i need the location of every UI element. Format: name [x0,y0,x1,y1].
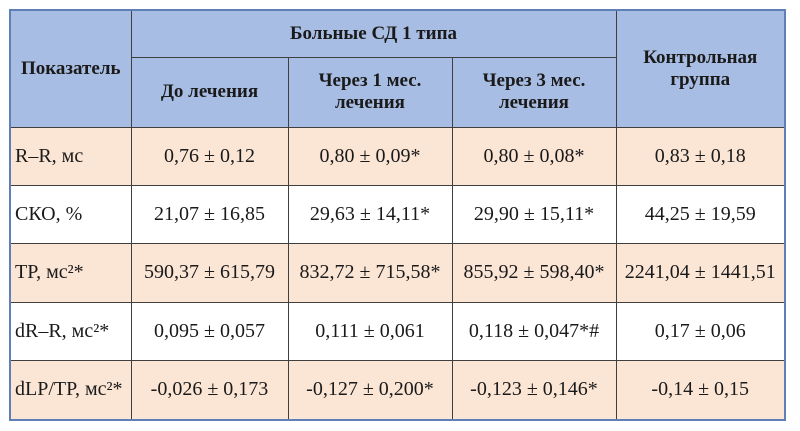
row-label: R–R, мс [9,126,132,186]
cell-month1: 0,111 ± 0,061 [287,301,453,361]
cell-before: 0,76 ± 0,12 [130,126,289,186]
cell-control: 0,17 ± 0,06 [615,301,786,361]
cell-month3: 29,90 ± 15,11* [451,184,617,245]
table-row: СКО, % 21,07 ± 16,85 29,63 ± 14,11* 29,9… [9,184,786,245]
cell-control: 44,25 ± 19,59 [615,184,786,245]
table-frame: Показатель Больные СД 1 типа Контрольная… [9,9,786,421]
cell-month3: -0,123 ± 0,146* [451,359,617,421]
cell-before: 590,37 ± 615,79 [130,243,289,303]
header-before: До лечения [130,56,289,128]
cell-before: 0,095 ± 0,057 [130,301,289,361]
table-row: TP, мс²* 590,37 ± 615,79 832,72 ± 715,58… [9,243,786,303]
table-row: dR–R, мс²* 0,095 ± 0,057 0,111 ± 0,061 0… [9,301,786,361]
row-label: СКО, % [9,184,132,245]
cell-month3: 0,118 ± 0,047*# [451,301,617,361]
cell-before: 21,07 ± 16,85 [130,184,289,245]
header-group: Больные СД 1 типа [130,9,617,58]
table-row: dLP/TP, мс²* -0,026 ± 0,173 -0,127 ± 0,2… [9,359,786,421]
cell-month1: 29,63 ± 14,11* [287,184,453,245]
row-label: TP, мс²* [9,243,132,303]
cell-control: 2241,04 ± 1441,51 [615,243,786,303]
row-label: dLP/TP, мс²* [9,359,132,421]
table-row: R–R, мс 0,76 ± 0,12 0,80 ± 0,09* 0,80 ± … [9,126,786,186]
cell-month3: 0,80 ± 0,08* [451,126,617,186]
header-month3: Через 3 мес. лечения [451,56,617,128]
header-month1: Через 1 мес. лечения [287,56,453,128]
cell-control: -0,14 ± 0,15 [615,359,786,421]
cell-month1: 832,72 ± 715,58* [287,243,453,303]
cell-before: -0,026 ± 0,173 [130,359,289,421]
cell-month1: -0,127 ± 0,200* [287,359,453,421]
header-control: Контрольная группа [615,9,786,128]
data-table: Показатель Больные СД 1 типа Контрольная… [9,9,786,421]
cell-month3: 855,92 ± 598,40* [451,243,617,303]
row-label: dR–R, мс²* [9,301,132,361]
header-indicator: Показатель [9,9,132,128]
cell-control: 0,83 ± 0,18 [615,126,786,186]
cell-month1: 0,80 ± 0,09* [287,126,453,186]
